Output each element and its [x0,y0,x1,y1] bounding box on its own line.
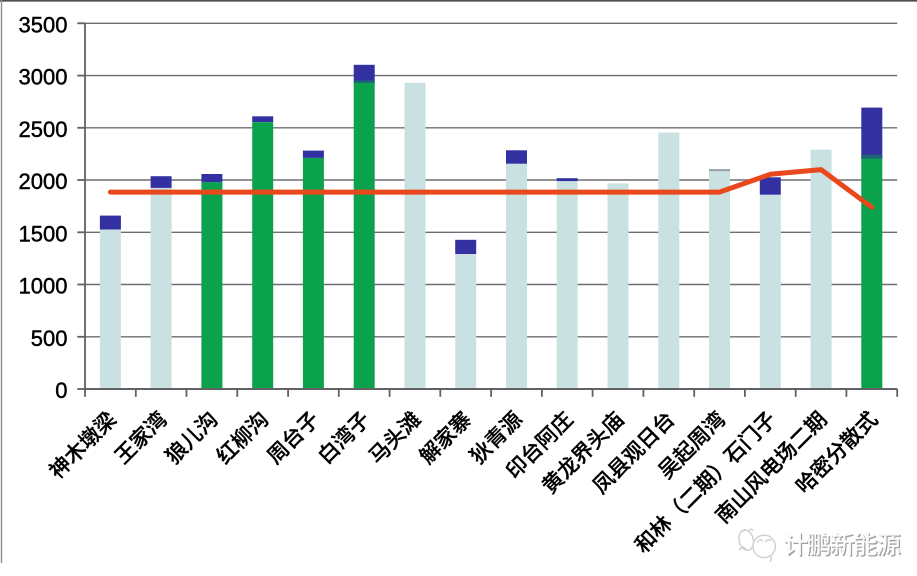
svg-text:0: 0 [55,378,67,403]
svg-text:1500: 1500 [19,221,68,246]
svg-text:3000: 3000 [19,65,68,90]
svg-text:2000: 2000 [19,169,68,194]
svg-text:500: 500 [31,326,68,351]
svg-text:3500: 3500 [19,12,68,37]
svg-text:1000: 1000 [19,274,68,299]
svg-text:2500: 2500 [19,117,68,142]
